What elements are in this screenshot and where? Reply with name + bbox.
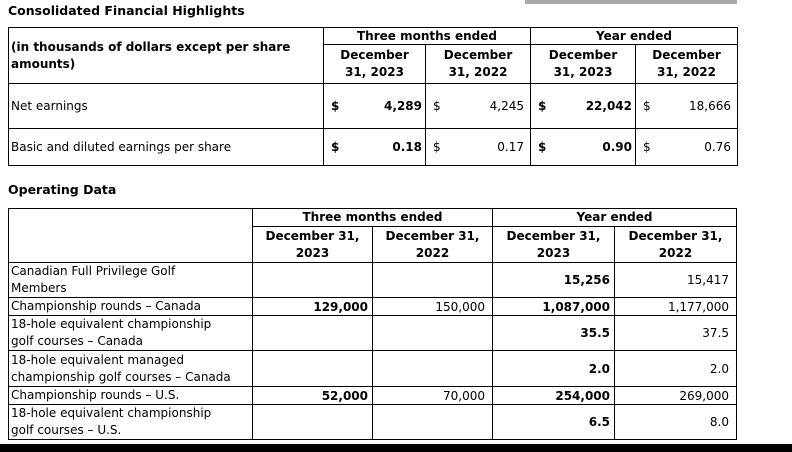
col-header-y-2022: December 31, 2022 (634, 44, 739, 84)
value-cell (252, 350, 373, 387)
value-cell: 129,000 (252, 297, 373, 316)
value-cell (252, 262, 373, 298)
value-cell (372, 350, 493, 387)
value-cell: $0.76 (634, 128, 739, 166)
value-cell: $0.18 (323, 128, 426, 166)
value-cell: 8.0 (613, 404, 738, 440)
value-cell: 35.5 (492, 315, 615, 351)
operating-data-title: Operating Data (8, 182, 117, 197)
col-header-q-2023: December 31, 2023 (252, 226, 373, 263)
value-cell: $4,289 (323, 83, 426, 129)
value-cell: 6.5 (492, 404, 615, 440)
col-group-three-months: Three months ended (323, 27, 531, 45)
currency-symbol: $ (433, 99, 441, 113)
amount: 0.76 (704, 140, 732, 154)
financial-highlights-table: (in thousands of dollars except per shar… (8, 27, 739, 166)
col-header-y-2022: December 31, 2022 (613, 226, 738, 263)
value-cell: 2.0 (613, 350, 738, 387)
value-cell: 269,000 (613, 386, 738, 405)
table-row: Championship rounds – Canada 129,000 150… (8, 297, 738, 316)
col-group-year-ended: Year ended (529, 27, 739, 45)
value-cell: 254,000 (492, 386, 615, 405)
currency-symbol: $ (643, 140, 651, 154)
table-row: Basic and diluted earnings per share $0.… (8, 128, 739, 166)
value-cell: 70,000 (372, 386, 493, 405)
amount: 4,245 (489, 99, 524, 113)
value-cell (372, 315, 493, 351)
currency-symbol: $ (433, 140, 441, 154)
value-cell: $0.90 (530, 128, 636, 166)
row-label: Basic and diluted earnings per share (8, 128, 324, 166)
col-group-three-months: Three months ended (252, 208, 493, 227)
value-cell: 1,087,000 (492, 297, 615, 316)
row-label: Canadian Full Privilege Golf Members (8, 262, 253, 298)
amount: 22,042 (585, 99, 632, 113)
row-label: Championship rounds – Canada (8, 297, 253, 316)
value-cell: 15,256 (492, 262, 615, 298)
amount: 0.90 (602, 140, 632, 154)
col-header-q-2023: December 31, 2023 (323, 44, 426, 84)
amount: 0.18 (392, 140, 422, 154)
row-label: 18-hole equivalent championship golf cou… (8, 315, 253, 351)
bottom-black-bar (0, 444, 792, 452)
value-cell (252, 315, 373, 351)
col-header-y-2023: December 31, 2023 (530, 44, 636, 84)
table-row: Canadian Full Privilege Golf Members 15,… (8, 262, 738, 298)
table-row: Net earnings $4,289 $4,245 $22,042 $18,6… (8, 83, 739, 129)
row-label: 18-hole equivalent managed championship … (8, 350, 253, 387)
value-cell: 2.0 (492, 350, 615, 387)
top-divider-bar (525, 0, 737, 4)
value-cell (372, 262, 493, 298)
col-header-q-2022: December 31, 2022 (425, 44, 531, 84)
row-label: Championship rounds – U.S. (8, 386, 253, 405)
value-cell: 37.5 (613, 315, 738, 351)
value-cell: 52,000 (252, 386, 373, 405)
value-cell: 15,417 (613, 262, 738, 298)
table-row: 18-hole equivalent championship golf cou… (8, 404, 738, 440)
table-row: 18-hole equivalent managed championship … (8, 350, 738, 387)
table-description-cell: (in thousands of dollars except per shar… (8, 27, 324, 84)
currency-symbol: $ (538, 140, 547, 154)
currency-symbol: $ (331, 99, 340, 113)
currency-symbol: $ (331, 140, 340, 154)
value-cell: $0.17 (425, 128, 531, 166)
col-group-year-ended: Year ended (491, 208, 738, 227)
value-cell (252, 404, 373, 440)
value-cell (372, 404, 493, 440)
amount: 0.17 (497, 140, 524, 154)
value-cell: 150,000 (372, 297, 493, 316)
col-header-q-2022: December 31, 2022 (372, 226, 493, 263)
table-row: 18-hole equivalent championship golf cou… (8, 315, 738, 351)
row-label: 18-hole equivalent championship golf cou… (8, 404, 253, 440)
col-header-y-2023: December 31, 2023 (492, 226, 615, 263)
value-cell: $22,042 (530, 83, 636, 129)
amount: 4,289 (384, 99, 422, 113)
row-label: Net earnings (8, 83, 324, 129)
operating-data-table: Three months ended Year ended December 3… (8, 208, 738, 440)
amount: 18,666 (689, 99, 732, 113)
value-cell: $18,666 (634, 83, 739, 129)
currency-symbol: $ (643, 99, 651, 113)
consolidated-financial-highlights-title: Consolidated Financial Highlights (8, 3, 245, 18)
table-row: Championship rounds – U.S. 52,000 70,000… (8, 386, 738, 405)
value-cell: $4,245 (425, 83, 531, 129)
value-cell: 1,177,000 (613, 297, 738, 316)
empty-corner-cell (8, 208, 253, 263)
currency-symbol: $ (538, 99, 547, 113)
